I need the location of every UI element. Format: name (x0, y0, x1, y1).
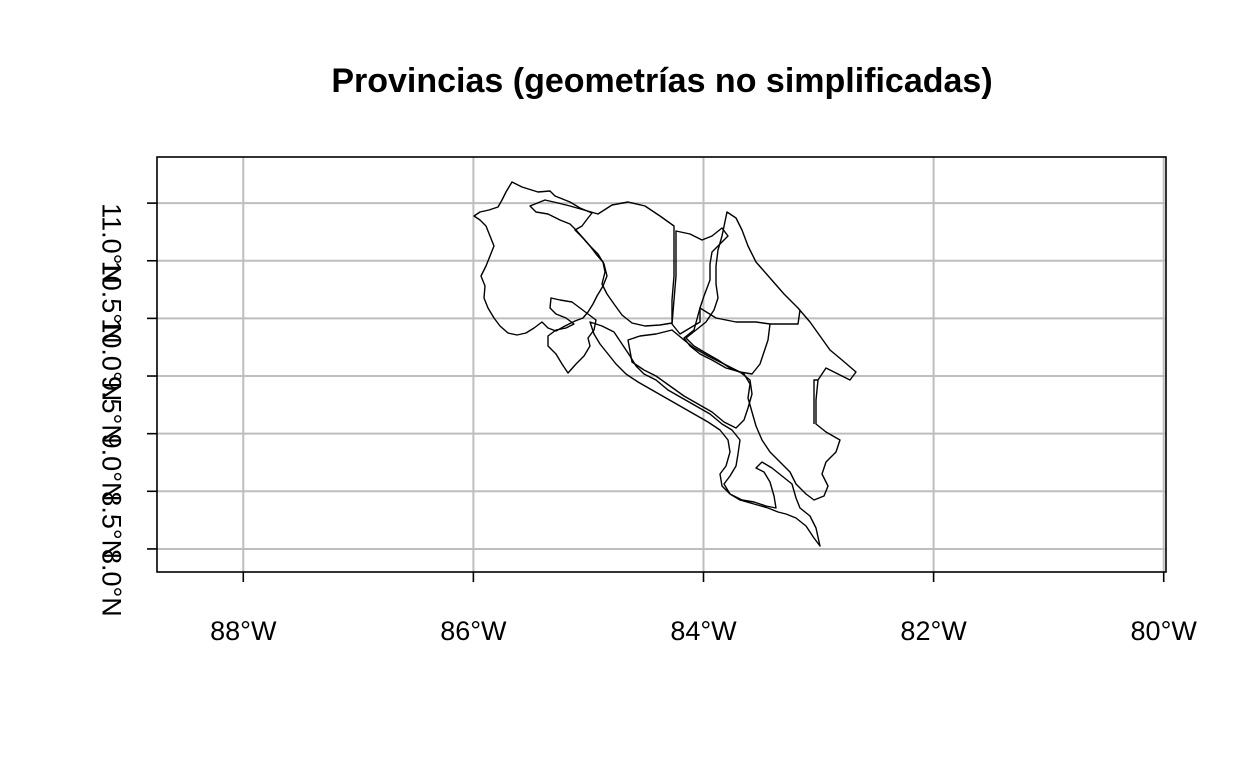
x-tick-label: 86°W (440, 616, 507, 646)
map-title: Provincias (geometrías no simplificadas) (331, 62, 992, 100)
x-axis: 88°W 86°W 84°W 82°W 80°W (210, 572, 1197, 646)
province-nicoya-peninsula (547, 297, 597, 374)
province-guanacaste (473, 181, 608, 336)
provinces (473, 181, 857, 547)
province-san-jose (627, 329, 753, 429)
graticule (157, 157, 1166, 572)
province-heredia (671, 227, 729, 335)
province-puntarenas (589, 321, 821, 547)
x-tick-label: 88°W (210, 616, 277, 646)
y-tick-label: 10.0°N (97, 318, 127, 401)
limon-border-line (770, 309, 818, 424)
y-axis: 8.0°N8.5°N9.0°N9.5°N10.0°N10.5°N11.0°N (97, 202, 157, 617)
x-tick-label: 80°W (1131, 616, 1198, 646)
plot-frame (156, 156, 1167, 573)
x-tick-label: 82°W (900, 616, 967, 646)
x-tick-label: 84°W (670, 616, 737, 646)
y-tick-label: 9.5°N (97, 376, 127, 444)
y-tick-label: 11.0°N (97, 203, 127, 284)
province-alajuela (529, 199, 675, 327)
province-limon (685, 211, 857, 501)
y-tick-label: 8.5°N (97, 491, 127, 559)
y-tick-label: 9.0°N (97, 434, 127, 502)
y-tick-label: 8.0°N (97, 549, 127, 617)
y-tick-label: 10.5°N (97, 261, 127, 344)
